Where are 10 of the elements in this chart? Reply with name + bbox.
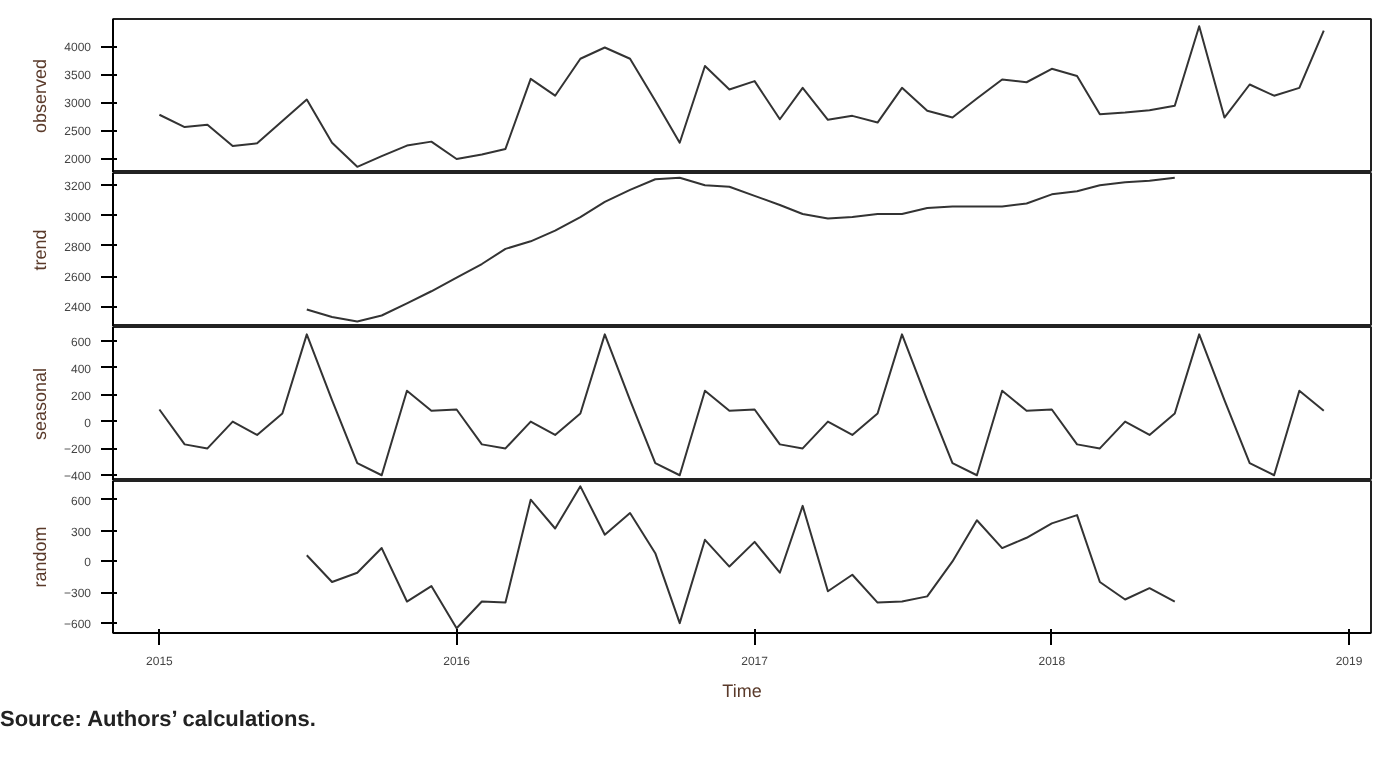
source-note: Source: Authors’ calculations. bbox=[0, 706, 316, 736]
x-axis-title: Time bbox=[722, 681, 762, 701]
y-axis-title: random bbox=[29, 526, 50, 588]
y-axis-title: trend bbox=[30, 229, 51, 271]
y-axis-title: seasonal bbox=[29, 367, 50, 441]
line-series bbox=[158, 25, 1325, 168]
y-axis-title: observed bbox=[30, 58, 51, 134]
line-series bbox=[158, 333, 1325, 477]
line-series bbox=[305, 485, 1176, 630]
line-series bbox=[305, 176, 1176, 323]
